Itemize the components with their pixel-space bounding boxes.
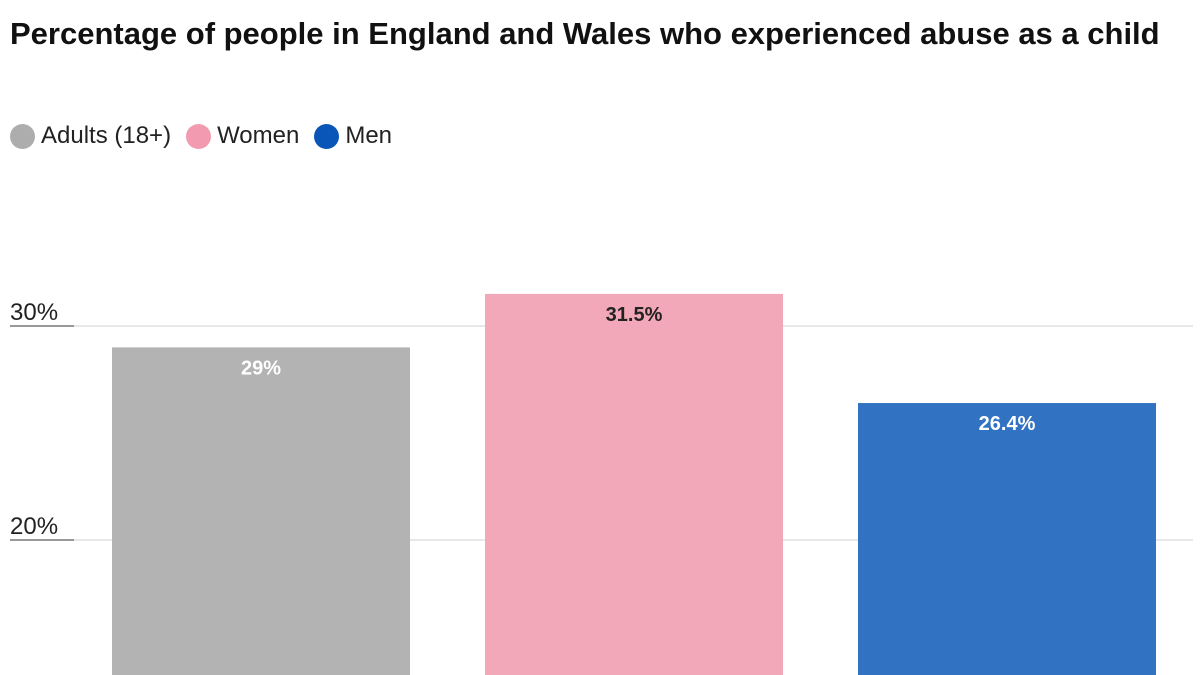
chart-title: Percentage of people in England and Wale… — [10, 16, 1160, 51]
legend-label-men: Men — [345, 122, 393, 149]
bar-0 — [112, 347, 410, 675]
bar-value-label-0: 29% — [241, 357, 281, 379]
legend-swatch-adults — [10, 123, 35, 149]
ytick-label-30: 30% — [10, 299, 58, 326]
legend-label-women: Women — [217, 122, 300, 149]
bar-value-label-1: 31.5% — [606, 304, 663, 326]
legend-label-adults: Adults (18+) — [41, 122, 172, 149]
ytick-label-20: 20% — [10, 513, 58, 540]
legend: Adults (18+) Women Men — [10, 121, 407, 151]
legend-item-women: Women — [186, 121, 299, 151]
legend-item-men: Men — [314, 121, 392, 151]
legend-swatch-men — [314, 123, 340, 149]
bar-1 — [485, 293, 783, 675]
legend-swatch-women — [186, 123, 212, 149]
bar-2 — [858, 403, 1156, 675]
legend-item-adults: Adults (18+) — [10, 121, 171, 151]
bar-value-label-2: 26.4% — [979, 413, 1036, 435]
